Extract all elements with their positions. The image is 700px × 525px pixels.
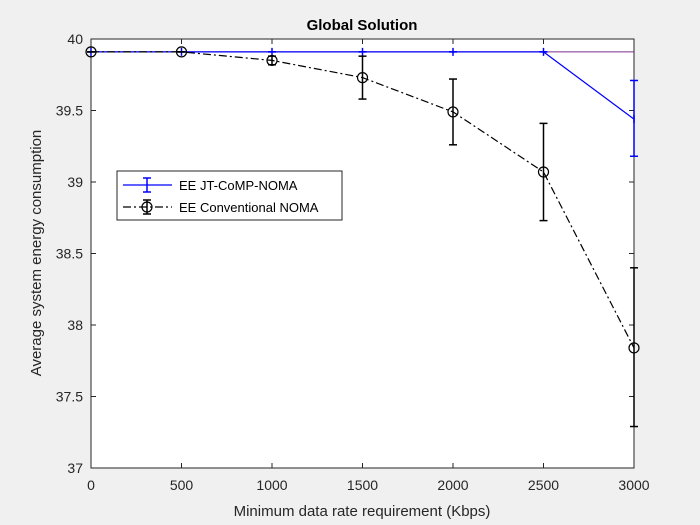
tick-layer: 0 500 1000 1500 2000 2500 3000 37 37.5 38 38.5 39 39… (56, 31, 650, 493)
legend-item: EE JT-CoMP-NOMA (123, 177, 298, 193)
x-tick-label: 2500 (528, 477, 559, 493)
legend-label: EE JT-CoMP-NOMA (179, 178, 298, 193)
x-tick-label: 1500 (347, 477, 378, 493)
legend-item: EE Conventional NOMA (123, 199, 319, 215)
legend-marker (141, 201, 153, 213)
y-tick-label: 38 (67, 317, 83, 333)
data-point (537, 166, 550, 178)
legend: EE JT-CoMP-NOMA EE Conventional NOMA (116, 170, 343, 221)
data-point (266, 54, 278, 67)
chart-title: Global Solution (307, 17, 418, 34)
x-tick-label: 500 (170, 477, 194, 493)
data-point (356, 72, 369, 84)
legend-label: EE Conventional NOMA (179, 200, 319, 215)
y-tick-label: 39 (67, 174, 83, 190)
y-tick-label: 39.5 (56, 103, 83, 119)
y-tick-label: 37.5 (56, 389, 83, 405)
data-point (175, 46, 188, 58)
data-point (447, 106, 459, 118)
data-point (85, 46, 97, 58)
x-tick-label: 2000 (437, 477, 468, 493)
plot-area (90, 38, 635, 469)
data-point (628, 342, 640, 354)
x-axis-title: Minimum data rate requirement (Kbps) (234, 503, 491, 520)
y-tick-label: 38.5 (56, 246, 83, 262)
y-axis-title: Average system energy consumption (28, 130, 45, 377)
x-tick-label: 1000 (256, 477, 287, 493)
y-tick-label: 37 (67, 460, 83, 476)
y-tick-label: 40 (67, 31, 83, 47)
series-1 (85, 46, 640, 428)
series-layer (85, 46, 640, 428)
x-tick-label: 0 (87, 477, 95, 493)
x-tick-label: 3000 (618, 477, 649, 493)
legend-box (116, 170, 343, 221)
